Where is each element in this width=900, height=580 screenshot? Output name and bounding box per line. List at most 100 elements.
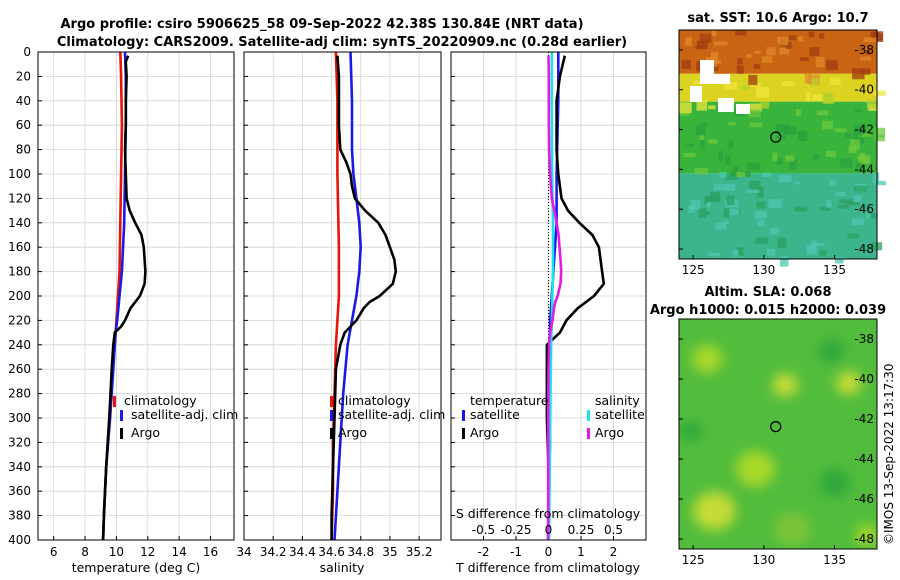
sst-texture-patch [736, 65, 744, 74]
sst-texture-patch [786, 42, 792, 49]
sla-anomaly-blob [773, 512, 811, 546]
sst-texture-patch [847, 233, 860, 239]
sst-texture-patch [795, 181, 800, 185]
x-tick-label: 35.2 [406, 545, 433, 559]
salinity-difference-ticks: -0.5 -0.25 0 0.25 0.5 [472, 523, 623, 537]
sst-texture-patch [724, 81, 738, 90]
sla-map-title-line2: Argo h1000: 0.015 h2000: 0.039 [650, 303, 886, 318]
series-line-satellite-adj-clim [333, 51, 363, 541]
sst-texture-patch [725, 183, 736, 191]
x-tick-label: 16 [203, 545, 218, 559]
temperature-panel: 0 20 40 60 80 100 120 140 160 180 200 220 240 260 280 3… [8, 45, 238, 575]
sst-texture-patch [779, 48, 790, 55]
sla-anomaly-blob [772, 373, 798, 397]
legend-t-argo-swatch [462, 428, 465, 439]
sla-map-axes: 125 130 135 -38 -40 -42 -44 -46 -48 [679, 332, 874, 567]
depth-tick-label: 300 [8, 411, 31, 425]
sst-texture-patch [853, 195, 862, 202]
sst-texture-patch [826, 60, 838, 71]
sst-texture-patch [863, 37, 878, 43]
sst-texture-patch [728, 122, 736, 126]
temperature-lines [101, 51, 147, 541]
x-tick-label: 2 [610, 545, 618, 559]
sst-texture-patch [812, 154, 820, 161]
temperature-legend: climatology satellite-adj. clim Argo [113, 393, 238, 440]
sst-texture-patch [735, 30, 747, 36]
sst-texture-patch [779, 256, 789, 267]
depth-tick-label: 400 [8, 533, 31, 547]
depth-tick-label: 360 [8, 484, 31, 498]
sst-texture-patch [749, 122, 763, 128]
depth-tick-label: 60 [16, 118, 31, 132]
sst-texture-patch [870, 242, 883, 251]
lon-tick-label: 125 [682, 263, 705, 277]
x-tick-label: 34 [236, 545, 251, 559]
difference-panel: -2 -1 0 1 2 T difference from climatology S … [450, 51, 647, 575]
sst-texture-patch [754, 50, 761, 54]
sst-texture-patch [854, 125, 866, 135]
sst-features [679, 30, 886, 267]
sst-texture-patch [723, 208, 730, 218]
sst-texture-patch [777, 36, 789, 46]
sst-texture-patch [693, 80, 703, 84]
legend-climatology-swatch [113, 396, 116, 407]
sst-texture-patch [683, 153, 696, 158]
sst-texture-patch [856, 160, 862, 168]
sst-texture-patch [819, 206, 831, 211]
sst-cloud-mask [718, 98, 734, 112]
legend-temperature-title: temperature [470, 393, 549, 408]
sst-texture-patch [826, 150, 837, 157]
sst-texture-patch [680, 112, 689, 117]
sla-anomaly-blob [693, 491, 736, 531]
sst-texture-patch [854, 108, 862, 113]
sst-texture-patch [798, 36, 804, 42]
legend-satellite-label: satellite-adj. clim [338, 407, 445, 422]
sst-texture-patch [736, 247, 742, 254]
sst-texture-patch [815, 56, 825, 68]
temperature-grid [38, 51, 234, 541]
sst-texture-patch [852, 68, 865, 80]
sst-map: sat. SST: 10.6 Argo: 10.7 125 130 135 -38 -4… [678, 11, 886, 277]
series-line-salinity-argo [546, 55, 563, 541]
sst-texture-patch [728, 140, 734, 149]
sst-texture-patch [767, 248, 776, 257]
legend-satellite-swatch [330, 410, 333, 421]
series-line-salinity-satellite [547, 52, 555, 541]
sst-texture-patch [862, 133, 871, 137]
sst-texture-patch [860, 56, 871, 61]
sst-texture-patch [777, 237, 787, 249]
legend-t-satellite-swatch [462, 410, 465, 421]
sst-texture-patch [691, 199, 701, 210]
sst-texture-patch [711, 51, 719, 59]
sst-texture-patch [695, 45, 703, 49]
sst-texture-patch [812, 94, 826, 101]
sst-texture-patch [746, 54, 753, 58]
legend-s-satellite-swatch [587, 410, 590, 421]
sla-anomaly-blob [679, 420, 702, 442]
salinity-panel: 34 34.2 34.4 34.6 34.8 35 35.2 salinity climat… [236, 51, 445, 575]
s-difference-label: S difference from climatology [456, 506, 641, 521]
sst-texture-patch [766, 47, 776, 56]
sst-texture-patch [756, 201, 766, 209]
s-difference-tick-label: -0.25 [500, 523, 531, 537]
sla-map-title-line1: Altim. SLA: 0.068 [705, 285, 832, 300]
t-difference-x-label: T difference from climatology [455, 560, 641, 575]
legend-t-satellite-label: satellite [470, 407, 520, 422]
sla-anomaly-blob [819, 468, 851, 498]
lat-tick-label: -44 [854, 162, 874, 176]
sla-field [679, 319, 877, 549]
sst-texture-patch [728, 208, 739, 216]
sst-texture-patch [696, 99, 708, 111]
lat-tick-label: -42 [854, 123, 874, 137]
sst-texture-patch [808, 31, 815, 38]
legend-argo-label: Argo [338, 425, 367, 440]
depth-tick-label: 180 [8, 265, 31, 279]
legend-climatology-label: climatology [124, 393, 197, 408]
sst-texture-patch [710, 60, 722, 64]
sst-texture-patch [788, 35, 797, 41]
s-difference-tick-label: 0.5 [604, 523, 623, 537]
legend-t-argo-label: Argo [470, 425, 499, 440]
sst-texture-patch [748, 103, 762, 112]
argo-location-marker [770, 131, 782, 143]
sst-texture-patch [724, 173, 738, 180]
